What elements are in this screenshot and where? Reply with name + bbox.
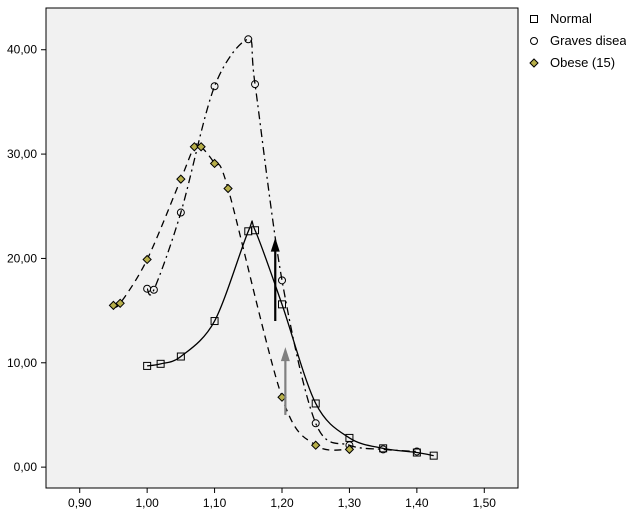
y-tick-label: 10,00: [7, 356, 37, 370]
y-tick-label: 0,00: [14, 460, 38, 474]
y-tick-label: 20,00: [7, 251, 37, 265]
x-tick-label: 1,10: [203, 496, 227, 510]
x-tick-label: 1,00: [135, 496, 159, 510]
y-tick-label: 40,00: [7, 43, 37, 57]
x-tick-label: 1,30: [338, 496, 362, 510]
x-tick-label: 1,40: [405, 496, 429, 510]
legend-label: Normal: [550, 11, 592, 26]
plot-area: [46, 8, 518, 488]
y-tick-label: 30,00: [7, 147, 37, 161]
line-chart: 0,00 10,00 20,00 30,00 40,00 0,90 1,00 1,10 1,20…: [0, 0, 626, 523]
x-tick-label: 0,90: [68, 496, 92, 510]
legend-label: Graves disease: [550, 33, 626, 48]
legend-label: Obese (15): [550, 55, 615, 70]
chart-container: 0,00 10,00 20,00 30,00 40,00 0,90 1,00 1,10 1,20…: [0, 0, 626, 523]
x-tick-label: 1,50: [473, 496, 497, 510]
x-tick-label: 1,20: [270, 496, 294, 510]
legend: Normal Graves disease Obese (15): [530, 11, 626, 70]
